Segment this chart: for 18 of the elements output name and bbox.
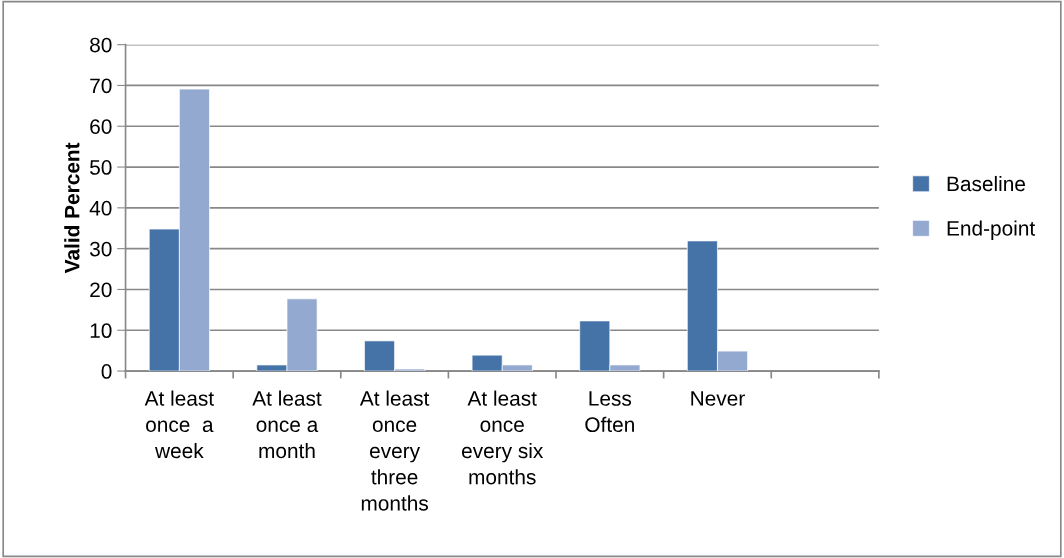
y-tick-label: 60 (90, 119, 112, 134)
y-tick-label: 10 (90, 323, 112, 339)
y-tick-label: 20 (90, 282, 112, 298)
x-tick-label: At least once a week (144, 390, 214, 459)
legend-label: End-point (947, 220, 1036, 240)
y-tick-label: 80 (90, 37, 112, 53)
x-tick-label: Never (691, 391, 745, 406)
x-tick-label: At least once a month (252, 390, 322, 459)
x-tick-label: At least once every six months (462, 390, 544, 485)
y-tick-label: 0 (101, 364, 112, 379)
x-tick-label: Less Often (585, 391, 634, 433)
y-tick-label: 30 (89, 241, 112, 257)
y-tick-label: 70 (90, 78, 112, 94)
legend-label: Baseline (947, 175, 1025, 192)
y-axis-title: Valid Percent (64, 142, 80, 274)
y-tick-label: 50 (90, 160, 112, 175)
y-tick-label: 40 (89, 200, 112, 216)
x-tick-label: At least once every three months (359, 390, 430, 511)
